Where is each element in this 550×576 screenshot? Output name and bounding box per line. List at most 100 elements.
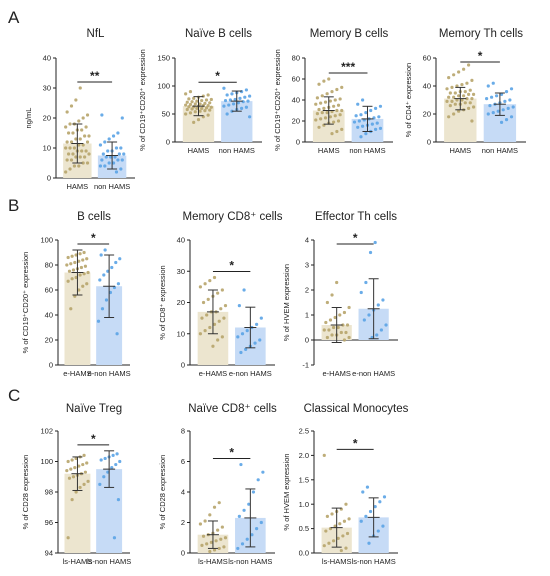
data-point	[206, 93, 210, 97]
significance-marker: *	[229, 259, 234, 273]
data-point	[117, 152, 121, 156]
data-point	[77, 119, 81, 123]
data-point	[489, 95, 494, 99]
data-point	[447, 115, 451, 119]
y-tick-label: 2	[305, 286, 309, 295]
data-point	[68, 167, 72, 171]
data-point	[322, 328, 326, 332]
data-point	[77, 259, 81, 263]
data-point	[314, 102, 318, 106]
data-point	[80, 128, 84, 132]
data-point	[109, 155, 113, 159]
data-point	[325, 111, 329, 115]
data-point	[335, 129, 339, 134]
data-point	[106, 470, 110, 474]
data-point	[204, 106, 209, 110]
data-point	[338, 97, 342, 101]
data-point	[208, 513, 212, 517]
data-point	[100, 307, 105, 311]
chart-3: Memory B cells 0 20 40 60 80 % of CD19⁺CD20⁺ e…	[273, 28, 393, 155]
y-tick-label: 0	[305, 336, 309, 345]
data-point	[84, 125, 88, 129]
data-point	[212, 505, 217, 509]
data-point	[333, 315, 337, 320]
data-point	[327, 541, 331, 545]
data-point	[81, 258, 85, 262]
data-point	[340, 108, 344, 113]
data-point	[220, 525, 224, 529]
data-point	[222, 86, 226, 90]
data-point	[64, 146, 68, 150]
chart-5: B cells 0 20 40 60 80 100 % of CD19⁺CD20⁺ expre…	[21, 211, 131, 378]
significance-marker: *	[215, 69, 220, 83]
data-point	[362, 318, 366, 322]
data-point	[71, 268, 76, 272]
data-point	[319, 101, 323, 105]
data-point	[323, 116, 328, 120]
data-point	[368, 509, 373, 514]
data-point	[198, 285, 203, 289]
data-point	[193, 102, 197, 106]
y-tick-label: 60	[423, 54, 431, 63]
data-point	[244, 88, 249, 92]
data-point	[200, 543, 204, 547]
data-point	[83, 264, 88, 268]
data-point	[255, 322, 259, 326]
data-point	[198, 109, 202, 113]
chart-title: B cells	[77, 211, 111, 223]
data-point	[187, 97, 191, 101]
y-tick-label: 4	[305, 236, 309, 245]
data-point	[220, 288, 224, 292]
data-point	[205, 313, 209, 317]
data-point	[239, 106, 244, 110]
y-tick-label: 30	[43, 84, 51, 93]
data-point	[65, 263, 69, 267]
data-point	[470, 97, 474, 101]
data-point	[501, 108, 505, 112]
data-point	[201, 534, 206, 538]
panel-label-c: C	[8, 386, 20, 405]
y-tick-label: 150	[157, 54, 170, 63]
data-point	[208, 101, 212, 105]
chart-9: Naïve CD8⁺ cells 0 2 4 6 8 % of CD28 expressio…	[158, 403, 277, 566]
data-point	[373, 240, 377, 245]
panel-label-b: B	[8, 196, 19, 215]
data-point	[70, 458, 74, 462]
data-point	[115, 452, 119, 456]
significance-marker: *	[91, 231, 96, 245]
x-tick-label: ls-non HAMS	[352, 557, 396, 566]
data-point	[82, 453, 86, 457]
x-tick-label: HAMS	[318, 146, 340, 155]
chart-title: Memory CD8⁺ cells	[182, 211, 282, 223]
data-point	[261, 470, 265, 474]
data-point	[188, 111, 193, 115]
data-point	[79, 265, 84, 270]
data-point	[373, 106, 378, 110]
data-point	[345, 531, 350, 536]
data-point	[103, 248, 107, 252]
data-point	[338, 313, 342, 317]
data-point	[72, 146, 77, 150]
data-point	[85, 461, 89, 465]
data-point	[87, 134, 91, 138]
data-point	[184, 103, 188, 107]
data-point	[237, 304, 241, 308]
significance-marker: *	[353, 436, 358, 450]
chart-2: Naïve B cells 0 50 100 150 % of CD19⁺CD20⁺ ex…	[138, 28, 262, 155]
data-point	[344, 502, 348, 506]
y-tick-label: 6	[181, 457, 185, 466]
data-point	[223, 304, 228, 308]
x-tick-label: HAMS	[188, 146, 210, 155]
data-point	[342, 310, 347, 315]
data-point	[66, 536, 70, 540]
data-point	[65, 140, 69, 144]
significance-marker: ***	[341, 60, 355, 74]
data-point	[70, 254, 74, 258]
x-tick-label: HAMS	[449, 146, 471, 155]
data-point	[206, 113, 210, 117]
data-point	[314, 118, 318, 122]
data-point	[341, 323, 345, 327]
data-point	[118, 257, 122, 261]
y-tick-label: 80	[45, 261, 53, 270]
data-point	[364, 514, 368, 519]
